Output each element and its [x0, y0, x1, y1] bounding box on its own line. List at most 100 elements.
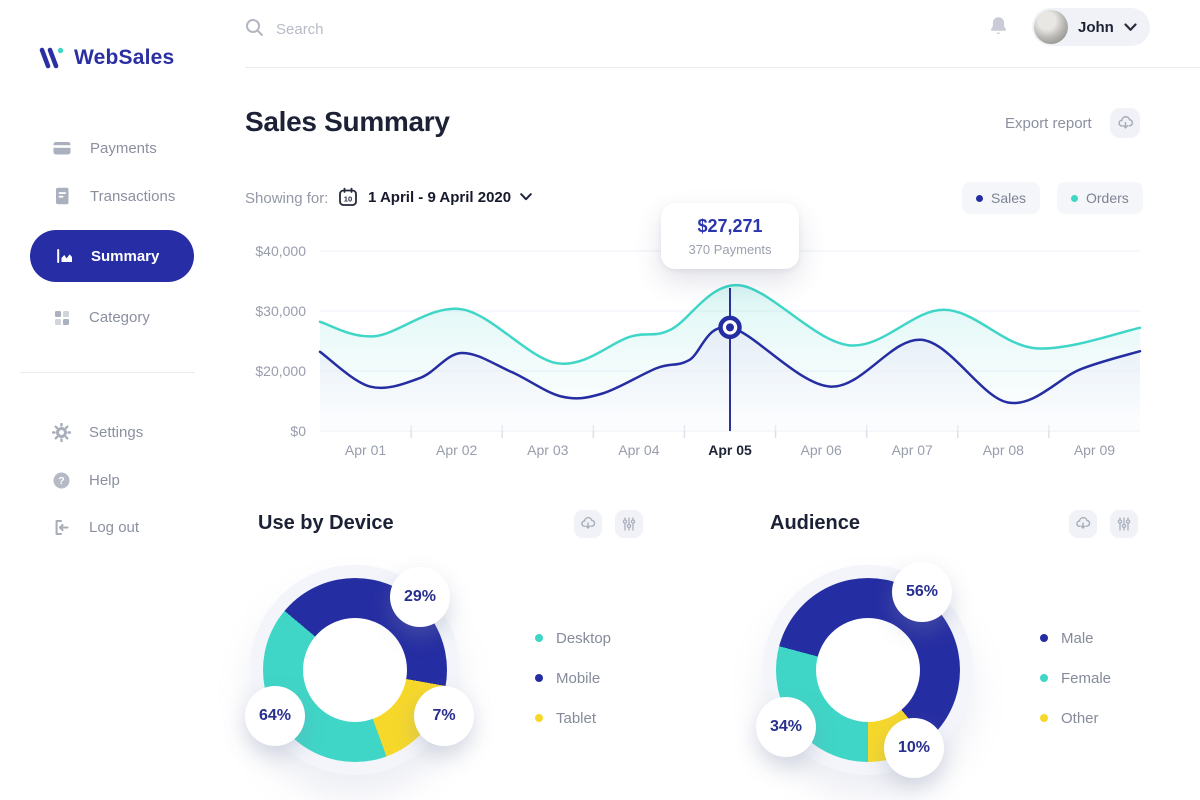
export-report-button[interactable] — [1110, 108, 1140, 138]
audience-legend: Male Female Other — [1040, 618, 1111, 738]
logout-icon — [55, 519, 69, 535]
legend-item-other: Other — [1040, 698, 1111, 738]
sidebar-item-label: Summary — [91, 247, 160, 265]
chevron-down-icon — [520, 193, 532, 201]
device-card-title: Use by Device — [258, 512, 394, 534]
search-icon — [246, 19, 263, 36]
device-download-button[interactable] — [574, 510, 602, 538]
bell-icon — [990, 17, 1007, 34]
sales-line-chart: $0 $20,000 $30,000 $40,000 Apr 01 Apr 02 Apr 0… — [255, 243, 1142, 458]
cloud-download-icon — [581, 516, 596, 529]
legend-chip-orders[interactable]: Orders — [1057, 182, 1143, 214]
search-input[interactable] — [274, 16, 578, 42]
chip-label: Orders — [1086, 190, 1129, 206]
payments-icon — [53, 142, 71, 155]
notifications-bell-button[interactable] — [988, 15, 1009, 41]
other-dot — [1040, 714, 1048, 722]
date-range-picker[interactable]: 10 1 April - 9 April 2020 — [337, 184, 532, 210]
export-report-label[interactable]: Export report — [1005, 115, 1092, 132]
svg-text:$30,000: $30,000 — [255, 303, 306, 319]
device-badge-mobile: 29% — [390, 567, 450, 627]
sidebar-item-summary-active[interactable]: Summary — [30, 230, 194, 282]
svg-text:Apr 09: Apr 09 — [1074, 442, 1115, 458]
sidebar-divider — [20, 372, 195, 373]
legend-chip-sales[interactable]: Sales — [962, 182, 1041, 214]
svg-text:?: ? — [58, 475, 64, 487]
audience-download-button[interactable] — [1069, 510, 1097, 538]
page-title: Sales Summary — [245, 106, 450, 137]
legend-item-female: Female — [1040, 658, 1111, 698]
legend-item-tablet: Tablet — [535, 698, 611, 738]
svg-text:$40,000: $40,000 — [255, 243, 306, 259]
topbar-divider — [245, 67, 1200, 68]
orders-dot — [1071, 194, 1078, 202]
chart-tooltip: $27,271 370 Payments — [661, 203, 799, 269]
audience-filter-button[interactable] — [1110, 510, 1138, 538]
audience-card-title: Audience — [770, 512, 861, 534]
audience-donut-chart: 56% 34% 10% — [756, 556, 988, 791]
sidebar-item-label: Payments — [90, 139, 157, 157]
date-range-value: 1 April - 9 April 2020 — [368, 188, 512, 206]
svg-text:Apr 03: Apr 03 — [527, 442, 568, 458]
sidebar-item-category[interactable]: Category — [52, 303, 150, 331]
sidebar-item-label: Transactions — [90, 187, 176, 205]
chevron-down-icon — [1124, 22, 1137, 31]
transactions-icon — [56, 187, 69, 205]
legend-label: Desktop — [556, 629, 612, 647]
user-name: John — [1078, 18, 1114, 36]
calendar-icon: 10 — [339, 187, 357, 206]
sidebar-item-label: Log out — [89, 518, 140, 536]
legend-label: Other — [1061, 709, 1099, 727]
sidebar-item-transactions[interactable]: Transactions — [52, 182, 175, 210]
svg-text:Apr 02: Apr 02 — [436, 442, 477, 458]
male-dot — [1040, 634, 1048, 642]
help-icon: ? — [53, 472, 70, 488]
sales-dot — [976, 194, 983, 202]
audience-badge-male: 56% — [892, 562, 952, 622]
svg-text:Apr 01: Apr 01 — [345, 442, 386, 458]
legend-item-desktop: Desktop — [535, 618, 611, 658]
legend-label: Male — [1061, 629, 1094, 647]
brand-logo-icon — [39, 47, 64, 69]
sidebar-item-label: Help — [89, 471, 120, 489]
user-menu[interactable]: John — [1032, 8, 1150, 46]
svg-text:Apr 06: Apr 06 — [800, 442, 841, 458]
device-legend: Desktop Mobile Tablet — [535, 618, 611, 738]
chip-label: Sales — [991, 190, 1027, 206]
brand-logo: WebSales — [38, 46, 174, 70]
device-donut-chart: 29% 64% 7% — [245, 556, 475, 791]
svg-text:$20,000: $20,000 — [255, 363, 306, 379]
cloud-download-icon — [1076, 516, 1091, 529]
audience-badge-other: 10% — [884, 718, 944, 778]
legend-item-mobile: Mobile — [535, 658, 611, 698]
sidebar-item-help[interactable]: ? Help — [52, 466, 120, 494]
device-filter-button[interactable] — [615, 510, 643, 538]
legend-label: Female — [1061, 669, 1112, 687]
svg-text:Apr 08: Apr 08 — [983, 442, 1024, 458]
desktop-dot — [535, 634, 543, 642]
legend-label: Mobile — [556, 669, 601, 687]
tooltip-subtitle: 370 Payments — [688, 242, 772, 257]
legend-label: Tablet — [556, 709, 597, 727]
sliders-icon — [622, 517, 636, 531]
svg-text:Apr 07: Apr 07 — [892, 442, 933, 458]
gear-icon — [52, 422, 71, 442]
category-grid-icon — [55, 310, 69, 325]
summary-chart-icon — [57, 249, 72, 263]
sidebar-item-label: Settings — [89, 423, 144, 441]
mobile-dot — [535, 674, 543, 682]
device-badge-desktop: 64% — [245, 686, 305, 746]
brand-name: WebSales — [74, 46, 175, 69]
device-badge-tablet: 7% — [414, 686, 474, 746]
svg-text:$0: $0 — [290, 423, 306, 439]
svg-text:10: 10 — [344, 195, 352, 204]
svg-text:Apr 05: Apr 05 — [708, 442, 752, 458]
svg-text:Apr 04: Apr 04 — [618, 442, 659, 458]
sidebar-item-label: Category — [89, 308, 150, 326]
audience-badge-female: 34% — [756, 697, 816, 757]
sidebar-item-payments[interactable]: Payments — [52, 134, 157, 162]
cloud-download-icon — [1117, 115, 1133, 129]
sidebar-item-logout[interactable]: Log out — [52, 513, 139, 541]
sidebar-item-settings[interactable]: Settings — [52, 418, 143, 446]
